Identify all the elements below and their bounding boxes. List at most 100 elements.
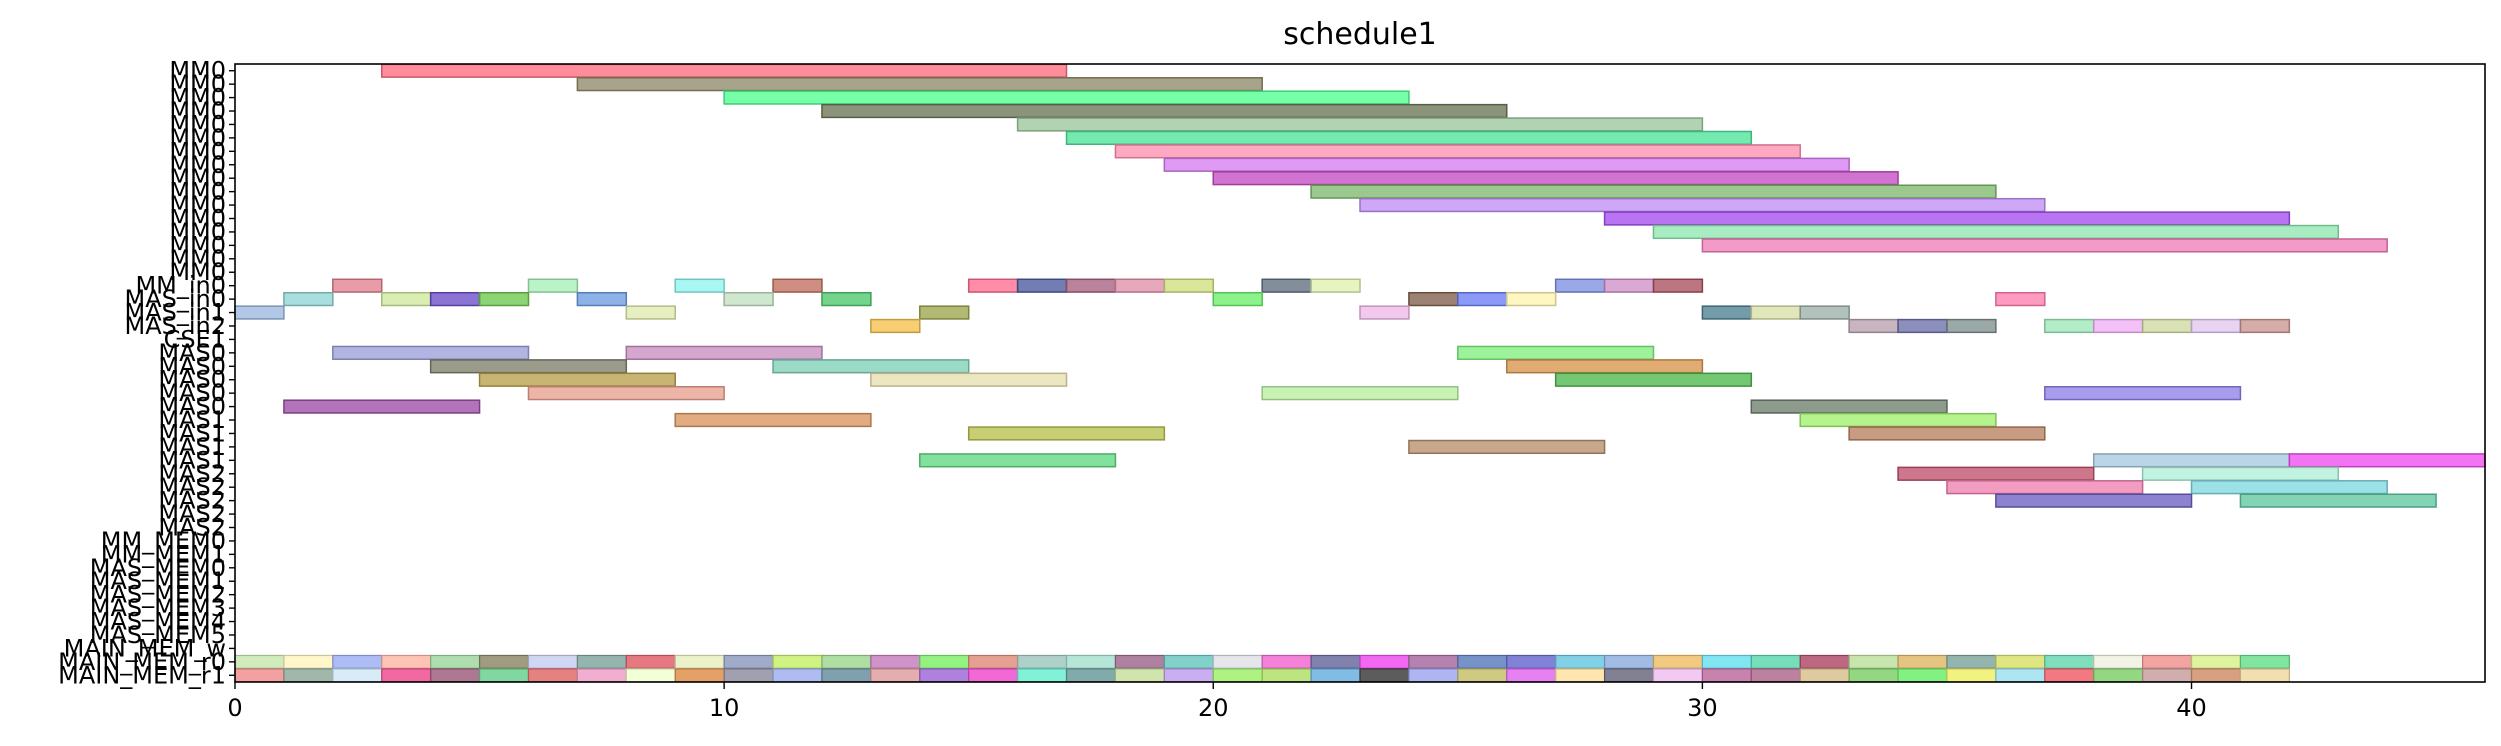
memory-bar (2239, 668, 2290, 683)
memory-bar (1065, 654, 1117, 669)
task-bar (1212, 291, 1263, 307)
memory-bar (1652, 654, 1703, 669)
task-bar (1652, 224, 2340, 240)
memory-bar (2093, 654, 2144, 669)
y-tick-label: MM0 (169, 178, 226, 206)
task-bar (332, 278, 383, 293)
memory-bar (1946, 654, 1997, 669)
task-bar (1701, 238, 2388, 253)
task-bar (380, 291, 432, 307)
task-bar (772, 278, 823, 293)
y-tick-label: MAS_in2 (124, 312, 226, 340)
task-bar (2190, 318, 2242, 334)
memory-bar (1017, 668, 1068, 683)
task-bar (723, 90, 1410, 105)
y-tick-label: MM_MEM0 (101, 527, 226, 555)
memory-bar (2190, 668, 2242, 683)
task-bar (723, 291, 774, 307)
task-bar (1946, 480, 2144, 495)
task-bar (429, 291, 481, 307)
memory-bar (723, 668, 774, 683)
y-tick-label: MAS2 (158, 473, 226, 501)
task-bar (1701, 305, 1753, 320)
task-bar (1114, 278, 1166, 293)
memory-bar (234, 668, 285, 683)
memory-bar (2093, 668, 2144, 683)
memory-bar (1359, 668, 1410, 683)
memory-bar (625, 654, 676, 669)
task-bar (1457, 291, 1508, 307)
memory-bar (968, 654, 1019, 669)
memory-bar (1114, 668, 1165, 683)
task-bar (1359, 305, 1410, 320)
y-tick-label: MAS1 (158, 433, 226, 461)
task-bar (1359, 197, 2046, 213)
memory-bar (1163, 654, 1214, 669)
memory-bar (1799, 654, 1850, 669)
memory-bar (234, 654, 285, 669)
memory-bar (478, 654, 530, 669)
memory-bar (674, 654, 725, 669)
task-bar (2141, 466, 2340, 481)
memory-bar (870, 654, 921, 669)
memory-bar (1995, 668, 2046, 683)
x-tick-label: 20 (1198, 694, 1229, 722)
task-bar (1408, 291, 1459, 307)
memory-bar (919, 668, 970, 683)
memory-bar (1359, 654, 1410, 669)
y-tick-label: MAIN_MEM_r0 (58, 648, 226, 676)
task-bar (1016, 117, 1704, 132)
memory-bar (1408, 654, 1459, 669)
memory-bar (2044, 668, 2095, 683)
task-bar (1750, 305, 1801, 320)
memory-bar (772, 668, 823, 683)
memory-bar (1310, 654, 1361, 669)
task-bar (1652, 278, 1704, 293)
memory-bar (332, 668, 383, 683)
memory-bar (430, 654, 481, 669)
memory-bar (283, 654, 334, 669)
memory-bar (2044, 654, 2095, 669)
memory-bar (1603, 668, 1655, 683)
task-bar (2190, 480, 2388, 495)
task-bar (870, 318, 921, 334)
memory-bar (1065, 668, 1117, 683)
memory-bar (1114, 654, 1165, 669)
task-bar (1799, 412, 1997, 428)
y-tick-label: MM0 (169, 110, 226, 138)
memory-bar (674, 668, 725, 683)
task-bar (1897, 466, 2095, 481)
y-tick-label: MAS_MEM5 (90, 621, 226, 649)
memory-bar (1555, 668, 1606, 683)
memory-bar (283, 668, 334, 683)
task-bar (1554, 372, 1753, 387)
y-tick-label: MAS_in1 (124, 299, 226, 327)
memory-bar (1457, 668, 1508, 683)
memory-bar (1701, 668, 1752, 683)
task-bar (1505, 359, 1704, 374)
memory-bar (527, 668, 578, 683)
task-bar (429, 359, 628, 374)
y-axis: MM0MM0MM0MM0MM0MM0MM0MM0MM0MM0MM0MM0MM0M… (58, 57, 235, 689)
task-bar (1603, 211, 2291, 226)
memory-bar (381, 654, 432, 669)
task-bar (1457, 345, 1655, 360)
task-bar (1310, 184, 1997, 199)
task-bar (2044, 318, 2095, 334)
task-bar (1946, 318, 1997, 334)
task-bar (1016, 278, 1068, 293)
memory-bar (821, 654, 872, 669)
y-tick-label: MM0 (169, 151, 226, 179)
memory-bar (2239, 654, 2290, 669)
task-bar (1897, 318, 1948, 334)
memory-bar (1946, 668, 1997, 683)
task-bar (1995, 493, 2193, 508)
y-tick-label: MM0 (169, 258, 226, 286)
y-tick-label: MM0 (169, 84, 226, 112)
task-bar (283, 399, 481, 414)
memory-bar (1212, 668, 1263, 683)
memory-bar (1897, 654, 1948, 669)
memory-bar (1897, 668, 1948, 683)
memory-bar (1163, 668, 1214, 683)
